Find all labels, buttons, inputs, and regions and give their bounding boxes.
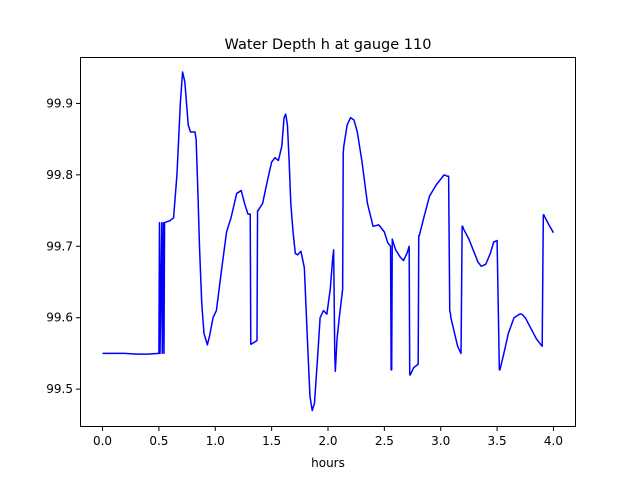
y-tick-label: 99.8 xyxy=(46,168,73,182)
x-tick-label: 1.0 xyxy=(206,434,225,448)
series-line-0 xyxy=(102,71,555,412)
plot-frame xyxy=(80,57,576,427)
x-tick-label: 0.5 xyxy=(149,434,168,448)
x-tick-label: 0.0 xyxy=(93,434,112,448)
y-tick-label: 99.7 xyxy=(46,239,73,253)
y-tick-label: 99.9 xyxy=(46,96,73,110)
y-tick-label: 99.5 xyxy=(46,382,73,396)
x-tick-label: 3.0 xyxy=(431,434,450,448)
x-axis-label: hours xyxy=(311,456,345,470)
plot-area xyxy=(102,71,555,412)
x-tick-label: 1.5 xyxy=(262,434,281,448)
x-tick-label: 2.5 xyxy=(375,434,394,448)
x-tick-label: 3.5 xyxy=(488,434,507,448)
x-tick-label: 4.0 xyxy=(544,434,563,448)
chart-title: Water Depth h at gauge 110 xyxy=(225,37,432,53)
x-tick-label: 2.0 xyxy=(318,434,337,448)
axis-ticks: 0.0 0.5 1.0 1.5 2.0 2.5 3.0 3.5 4.0 99.5 99.6 99.7 9… xyxy=(46,96,563,448)
y-tick-label: 99.6 xyxy=(46,311,73,325)
